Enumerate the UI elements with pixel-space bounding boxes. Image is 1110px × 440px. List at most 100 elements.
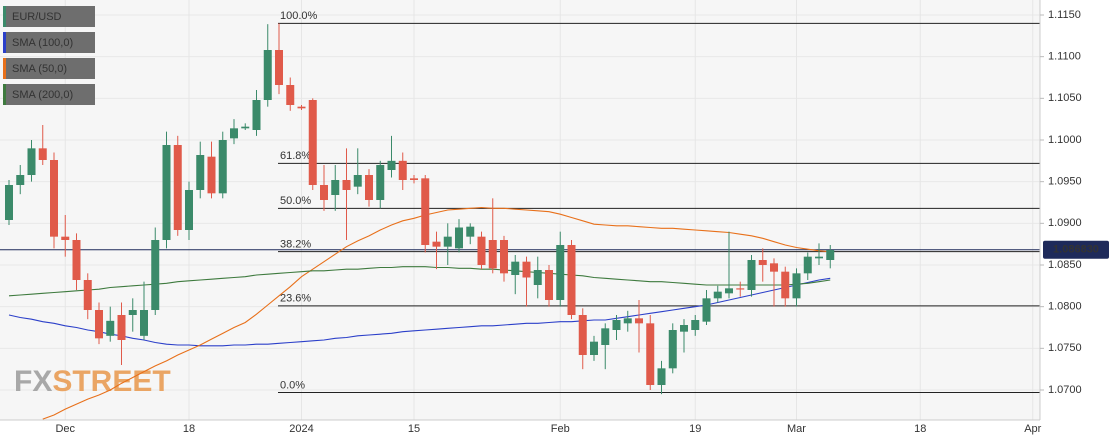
candle-body bbox=[522, 261, 531, 278]
candle-body bbox=[826, 250, 835, 260]
candle-body bbox=[668, 330, 677, 369]
candle-body bbox=[590, 341, 598, 355]
candle-body bbox=[151, 240, 160, 310]
candle-body bbox=[736, 288, 745, 290]
candle-body bbox=[5, 185, 13, 220]
candle-body bbox=[128, 310, 137, 315]
candle-body bbox=[308, 100, 317, 185]
candle-body bbox=[38, 148, 47, 160]
grid bbox=[0, 0, 1040, 420]
candle-body bbox=[443, 236, 452, 247]
candle-body bbox=[342, 180, 351, 190]
candle-body bbox=[252, 100, 261, 130]
candle-body bbox=[477, 236, 486, 265]
level-label: 100.0% bbox=[280, 10, 318, 22]
level-label: 38.2% bbox=[280, 239, 311, 251]
candle-body bbox=[770, 263, 778, 272]
candle-body bbox=[196, 155, 205, 190]
x-tick-label: Mar bbox=[787, 423, 806, 435]
y-tick-label: 1.0800 bbox=[1048, 301, 1082, 313]
candle-body bbox=[511, 261, 520, 275]
candle-body bbox=[218, 140, 227, 194]
legend-swatch bbox=[3, 6, 6, 27]
candle-body bbox=[623, 318, 632, 324]
candle-body bbox=[680, 325, 688, 332]
candle-body bbox=[297, 106, 306, 109]
level-label: 61.8% bbox=[280, 150, 311, 162]
candle-body bbox=[556, 245, 565, 300]
candle-body bbox=[398, 160, 407, 180]
x-tick-label: 18 bbox=[183, 423, 195, 435]
candle-body bbox=[230, 128, 238, 139]
candle-body bbox=[432, 241, 441, 247]
watermark-fx: FX bbox=[14, 365, 52, 398]
x-tick-label: 18 bbox=[914, 423, 926, 435]
candle-body bbox=[646, 323, 655, 385]
candle-body bbox=[72, 240, 81, 280]
candle-body bbox=[50, 160, 58, 237]
candle-body bbox=[410, 178, 418, 180]
candle-body bbox=[713, 291, 722, 299]
y-tick-label: 1.1100 bbox=[1048, 51, 1081, 63]
candle-body bbox=[567, 245, 576, 315]
x-tick-label: 2024 bbox=[289, 423, 313, 435]
candle-body bbox=[455, 227, 463, 249]
y-tick-label: 1.0850 bbox=[1048, 259, 1082, 271]
candle-body bbox=[612, 320, 621, 330]
candle-body bbox=[353, 175, 362, 187]
legend-box bbox=[3, 84, 95, 105]
candle-body bbox=[466, 226, 475, 237]
legend-swatch bbox=[3, 32, 6, 53]
y-tick-label: 1.0950 bbox=[1048, 176, 1082, 188]
legend-swatch bbox=[3, 84, 6, 105]
candle-body bbox=[117, 315, 126, 340]
candle-body bbox=[376, 165, 385, 200]
legend-box bbox=[3, 58, 95, 79]
y-tick-label: 1.0700 bbox=[1048, 384, 1082, 396]
candle-body bbox=[601, 328, 610, 345]
candle-body bbox=[691, 320, 700, 330]
candle-body bbox=[387, 160, 396, 170]
last-price-label: 1.086830 bbox=[1053, 244, 1099, 256]
sma-line bbox=[8, 277, 831, 347]
watermark: FXSTREET bbox=[14, 365, 171, 398]
candle-body bbox=[162, 145, 171, 240]
candle-body bbox=[781, 271, 790, 299]
sma-line bbox=[8, 266, 831, 297]
y-tick-label: 1.1150 bbox=[1048, 9, 1081, 21]
candle-body bbox=[173, 145, 182, 230]
candle-body bbox=[421, 178, 430, 245]
candle-body bbox=[263, 50, 272, 100]
candle-body bbox=[83, 280, 92, 310]
x-tick-label: 19 bbox=[689, 423, 701, 435]
candle-body bbox=[702, 298, 711, 322]
candle-body bbox=[241, 126, 250, 129]
legend-label: SMA (50,0) bbox=[12, 63, 67, 75]
candle-body bbox=[635, 318, 643, 324]
last-price-box bbox=[1043, 240, 1109, 259]
y-tick-label: 1.0750 bbox=[1048, 342, 1082, 354]
candle-body bbox=[747, 260, 756, 290]
candle-body bbox=[27, 148, 36, 175]
candle-body bbox=[792, 273, 801, 299]
candle-body bbox=[185, 190, 193, 230]
legend-label: SMA (200,0) bbox=[12, 89, 73, 101]
candle-body bbox=[95, 310, 103, 339]
plot-layer: 100.0% 61.8% 50.0% 38.2% 23.6% 0.0% bbox=[0, 10, 1040, 420]
legend-label: SMA (100,0) bbox=[12, 37, 73, 49]
level-label: 0.0% bbox=[280, 379, 305, 391]
candle-body bbox=[320, 185, 328, 200]
candle-body bbox=[803, 256, 812, 274]
candle-body bbox=[758, 260, 767, 265]
watermark-street: STREET bbox=[52, 365, 170, 398]
level-label: 50.0% bbox=[280, 195, 311, 207]
x-tick-label: Apr bbox=[1024, 423, 1041, 435]
candle-body bbox=[275, 50, 283, 85]
candle-body bbox=[331, 180, 340, 195]
candle-body bbox=[657, 368, 666, 385]
level-label: 23.6% bbox=[280, 293, 311, 305]
candle-body bbox=[207, 156, 216, 194]
y-tick-label: 1.0900 bbox=[1048, 217, 1082, 229]
candle-body bbox=[500, 240, 508, 274]
candle-body bbox=[578, 315, 587, 355]
